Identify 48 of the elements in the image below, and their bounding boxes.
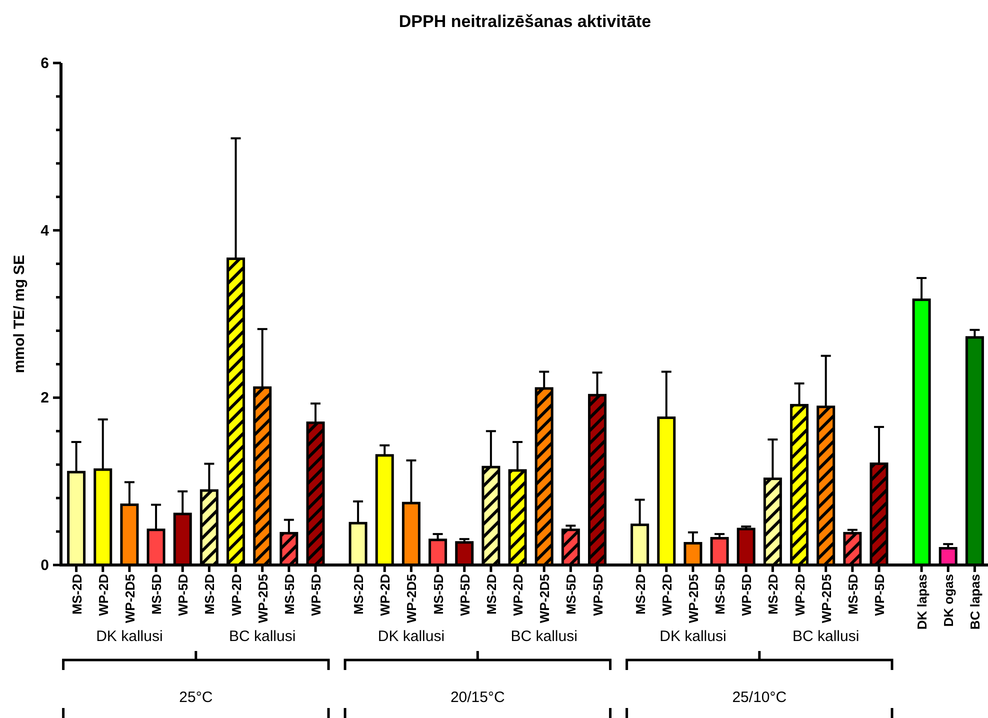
x-tick-label: WP-5D — [739, 574, 754, 616]
x-tick-label: WP-2D5 — [537, 574, 552, 624]
text: DK kallusi — [378, 628, 445, 645]
text: DK kallusi — [660, 628, 726, 645]
x-tick-label: WP-2D — [659, 574, 674, 616]
text: BC kallusi — [229, 628, 296, 645]
y-tick-label: 6 — [40, 55, 49, 72]
x-tick-label: WP-2D — [378, 574, 393, 616]
x-tick-label: WP-5D — [590, 574, 606, 616]
y-tick-label: 2 — [40, 390, 49, 407]
text: DK kallusi — [96, 628, 163, 645]
text: 25°C — [179, 689, 213, 706]
text: 20/15°C — [450, 689, 506, 706]
x-tick-label: WP-2D5 — [686, 574, 701, 624]
x-tick-label: WP-2D — [96, 574, 111, 616]
text: BC kallusi — [792, 628, 860, 645]
x-tick-label: DK ogas — [941, 574, 956, 627]
y-tick-label: 4 — [40, 222, 50, 240]
x-tick-label: DK lapas — [914, 574, 930, 630]
text: 25/10°C — [732, 689, 787, 706]
x-tick-label: WP-5D — [872, 574, 888, 616]
x-tick-label: WP-2D5 — [255, 574, 270, 624]
x-tick-label: MS-5D — [712, 574, 728, 614]
x-tick-label: BC lapas — [968, 574, 983, 630]
x-tick-label: MS-5D — [564, 574, 579, 614]
x-tick-label: WP-2D5 — [818, 574, 834, 624]
x-tick-label: WP-2D — [228, 574, 244, 616]
chart-title: DPPH neitralizēšanas aktivitāte — [398, 12, 652, 31]
x-tick-label: MS-2D — [632, 574, 648, 614]
x-tick-label: MS-2D — [766, 574, 781, 614]
x-tick-label: MS-2D — [202, 574, 218, 614]
x-tick-label: WP-2D — [792, 574, 808, 616]
y-tick-label: 0 — [40, 557, 49, 574]
x-tick-label: WP-5D — [176, 574, 191, 616]
x-tick-label: WP-2D5 — [404, 574, 420, 624]
x-tick-label: MS-2D — [351, 574, 366, 614]
x-tick-label: MS-2D — [484, 574, 499, 614]
x-tick-label: MS-5D — [149, 574, 164, 614]
x-tick-label: WP-5D — [457, 574, 472, 616]
x-tick-label: WP-2D5 — [122, 574, 138, 624]
x-tick-label: MS-5D — [430, 574, 446, 614]
x-tick-label: MS-5D — [845, 574, 860, 614]
x-tick-label: WP-2D — [510, 574, 526, 616]
x-tick-label: WP-5D — [308, 574, 324, 616]
text: BC kallusi — [510, 628, 578, 645]
x-tick-label: MS-5D — [282, 574, 297, 614]
x-tick-label: MS-2D — [69, 574, 84, 614]
y-axis-title: mmol TE/ mg SE — [11, 254, 28, 374]
